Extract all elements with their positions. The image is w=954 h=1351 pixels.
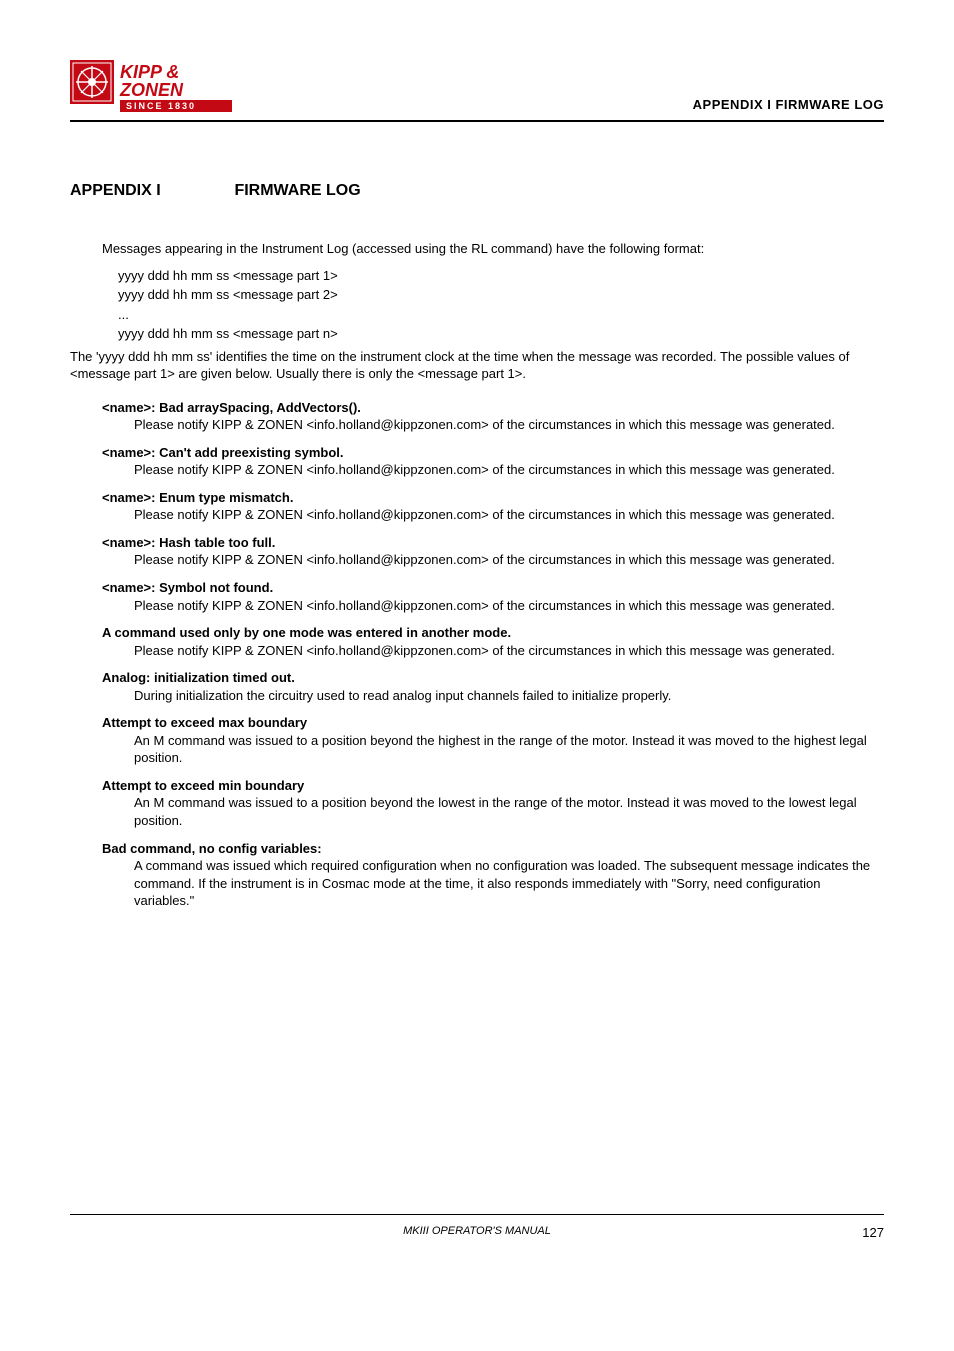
log-entry: <name>: Bad arraySpacing, AddVectors(). … (70, 399, 884, 434)
svg-text:KIPP &: KIPP & (120, 62, 179, 82)
format-line-2: yyyy ddd hh mm ss <message part 2> (118, 285, 884, 305)
log-entry: <name>: Enum type mismatch. Please notif… (70, 489, 884, 524)
footer-page-number: 127 (862, 1225, 884, 1240)
log-entry-title: Attempt to exceed max boundary (102, 714, 884, 732)
log-entry-title: <name>: Can't add preexisting symbol. (102, 444, 884, 462)
svg-text:ZONEN: ZONEN (119, 80, 184, 100)
log-entry-title: <name>: Symbol not found. (102, 579, 884, 597)
log-entry: A command used only by one mode was ente… (70, 624, 884, 659)
log-entry: Attempt to exceed max boundary An M comm… (70, 714, 884, 767)
footer-manual-title: MKIII OPERATOR'S MANUAL (70, 1225, 884, 1237)
brand-logo: KIPP & ZONEN SINCE 1830 (70, 60, 240, 114)
log-entry-desc: Please notify KIPP & ZONEN <info.holland… (134, 416, 884, 434)
log-entry-title: Bad command, no config variables: (102, 840, 884, 858)
log-entry-desc: An M command was issued to a position be… (134, 732, 884, 767)
format-line-n: yyyy ddd hh mm ss <message part n> (118, 324, 884, 344)
intro-paragraph: Messages appearing in the Instrument Log… (102, 240, 884, 258)
appendix-text: FIRMWARE LOG (234, 182, 360, 199)
log-entry: Bad command, no config variables: A comm… (70, 840, 884, 910)
log-entry-title: <name>: Bad arraySpacing, AddVectors(). (102, 399, 884, 417)
log-entry-desc: Please notify KIPP & ZONEN <info.holland… (134, 506, 884, 524)
log-entry-desc: During initialization the circuitry used… (134, 687, 884, 705)
log-entry-desc: An M command was issued to a position be… (134, 794, 884, 829)
appendix-label: APPENDIX I (70, 182, 230, 200)
header-running-title: APPENDIX I FIRMWARE LOG (693, 97, 884, 114)
body-paragraph: The 'yyyy ddd hh mm ss' identifies the t… (70, 348, 884, 383)
log-entry: Analog: initialization timed out. During… (70, 669, 884, 704)
format-line-1: yyyy ddd hh mm ss <message part 1> (118, 266, 884, 286)
log-entry-desc: Please notify KIPP & ZONEN <info.holland… (134, 597, 884, 615)
svg-text:SINCE 1830: SINCE 1830 (126, 101, 196, 111)
log-entry: Attempt to exceed min boundary An M comm… (70, 777, 884, 830)
log-entry-desc: Please notify KIPP & ZONEN <info.holland… (134, 551, 884, 569)
page-container: KIPP & ZONEN SINCE 1830 APPENDIX I FIRMW… (0, 0, 954, 1280)
log-entry-title: <name>: Hash table too full. (102, 534, 884, 552)
log-entry-desc: Please notify KIPP & ZONEN <info.holland… (134, 642, 884, 660)
log-entry: <name>: Hash table too full. Please noti… (70, 534, 884, 569)
log-entry-title: A command used only by one mode was ente… (102, 624, 884, 642)
page-header: KIPP & ZONEN SINCE 1830 APPENDIX I FIRMW… (70, 60, 884, 122)
log-entry-title: Attempt to exceed min boundary (102, 777, 884, 795)
log-entry: <name>: Can't add preexisting symbol. Pl… (70, 444, 884, 479)
log-entry-desc: A command was issued which required conf… (134, 857, 884, 910)
log-entry-desc: Please notify KIPP & ZONEN <info.holland… (134, 461, 884, 479)
log-entry-title: Analog: initialization timed out. (102, 669, 884, 687)
appendix-title: APPENDIX I FIRMWARE LOG (70, 182, 884, 200)
format-line-ellipsis: ... (118, 305, 884, 325)
page-footer: MKIII OPERATOR'S MANUAL 127 (70, 1214, 884, 1240)
log-entry: <name>: Symbol not found. Please notify … (70, 579, 884, 614)
log-entry-title: <name>: Enum type mismatch. (102, 489, 884, 507)
